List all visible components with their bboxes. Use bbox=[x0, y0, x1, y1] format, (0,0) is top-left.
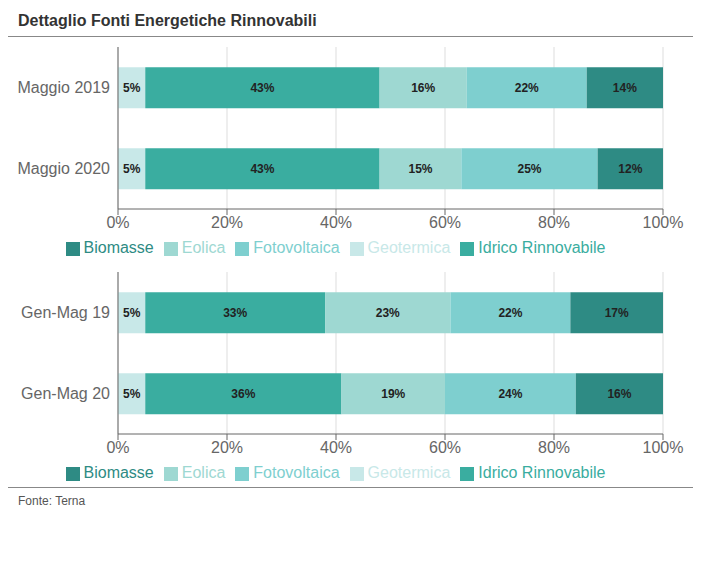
svg-text:5%: 5% bbox=[123, 81, 141, 95]
svg-text:12%: 12% bbox=[618, 162, 642, 176]
svg-text:19%: 19% bbox=[381, 387, 405, 401]
html-text:Biomasse: Biomasse bbox=[83, 464, 154, 481]
svg-text:16%: 16% bbox=[411, 81, 435, 95]
html-text:Dettaglio Fonti Energetiche Ri: Dettaglio Fonti Energetiche Rinnovabili bbox=[18, 12, 317, 29]
html-text:Geotermica: Geotermica bbox=[367, 464, 451, 481]
svg-text:100%: 100% bbox=[643, 214, 684, 231]
html-text:Eolica: Eolica bbox=[181, 464, 226, 481]
html-text:Eolica: Eolica bbox=[181, 239, 226, 256]
svg-text:60%: 60% bbox=[429, 439, 461, 456]
svg-text:Maggio 2020: Maggio 2020 bbox=[17, 160, 110, 177]
svg-text:22%: 22% bbox=[498, 306, 522, 320]
svg-text:80%: 80% bbox=[538, 439, 570, 456]
svg-text:5%: 5% bbox=[123, 162, 141, 176]
html-text:Idrico Rinnovabile: Idrico Rinnovabile bbox=[478, 464, 606, 481]
svg-text:43%: 43% bbox=[250, 162, 274, 176]
svg-text:5%: 5% bbox=[123, 387, 141, 401]
svg-text:23%: 23% bbox=[376, 306, 400, 320]
svg-text:24%: 24% bbox=[498, 387, 522, 401]
html-text:Fonte: Terna: Fonte: Terna bbox=[18, 494, 86, 508]
html-text:Biomasse: Biomasse bbox=[83, 239, 154, 256]
svg-text:100%: 100% bbox=[643, 439, 684, 456]
svg-text:5%: 5% bbox=[123, 306, 141, 320]
svg-text:36%: 36% bbox=[231, 387, 255, 401]
html-text:Fotovoltaica: Fotovoltaica bbox=[253, 239, 340, 256]
svg-text:33%: 33% bbox=[223, 306, 247, 320]
svg-text:25%: 25% bbox=[517, 162, 541, 176]
svg-text:14%: 14% bbox=[613, 81, 637, 95]
svg-text:20%: 20% bbox=[211, 439, 243, 456]
svg-text:17%: 17% bbox=[605, 306, 629, 320]
svg-text:80%: 80% bbox=[538, 214, 570, 231]
svg-text:Maggio 2019: Maggio 2019 bbox=[17, 79, 110, 96]
svg-text:40%: 40% bbox=[320, 439, 352, 456]
svg-text:22%: 22% bbox=[515, 81, 539, 95]
svg-text:60%: 60% bbox=[429, 214, 461, 231]
html-text:Idrico Rinnovabile: Idrico Rinnovabile bbox=[478, 239, 606, 256]
svg-text:0%: 0% bbox=[106, 439, 129, 456]
html-text:Geotermica: Geotermica bbox=[367, 239, 451, 256]
svg-text:16%: 16% bbox=[607, 387, 631, 401]
svg-text:15%: 15% bbox=[408, 162, 432, 176]
svg-text:Gen-Mag 19: Gen-Mag 19 bbox=[21, 304, 110, 321]
html-text:Fotovoltaica: Fotovoltaica bbox=[253, 464, 340, 481]
svg-text:20%: 20% bbox=[211, 214, 243, 231]
svg-text:Gen-Mag 20: Gen-Mag 20 bbox=[21, 385, 110, 402]
svg-text:43%: 43% bbox=[250, 81, 274, 95]
svg-text:0%: 0% bbox=[106, 214, 129, 231]
svg-text:40%: 40% bbox=[320, 214, 352, 231]
